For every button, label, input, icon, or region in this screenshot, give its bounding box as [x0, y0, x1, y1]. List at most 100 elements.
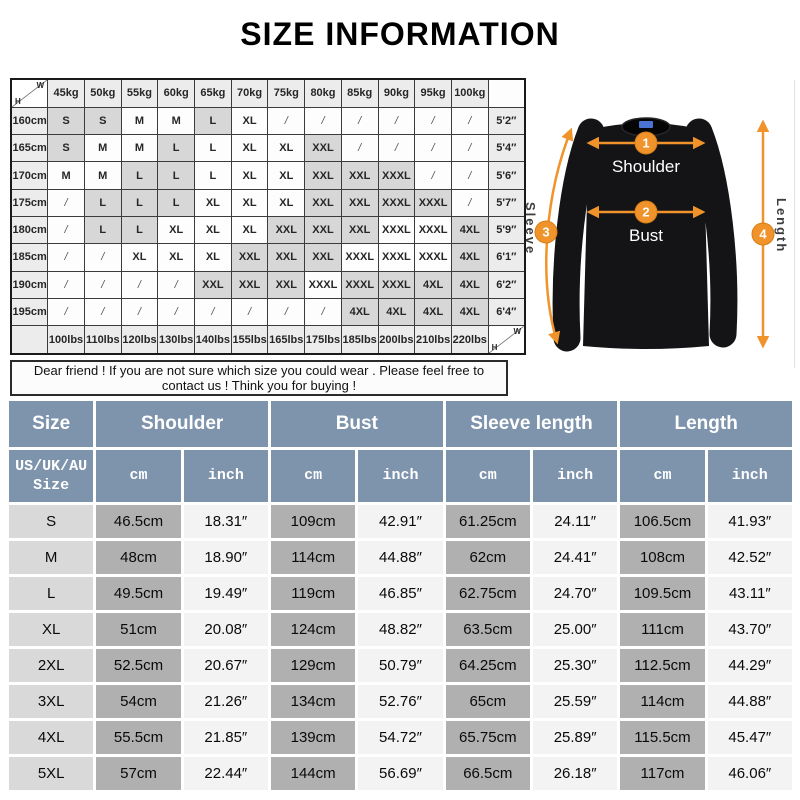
- matrix-weight-header: 75kg: [267, 78, 306, 108]
- unit-header-cm: cm: [620, 450, 705, 502]
- matrix-size-cell: L: [120, 161, 159, 190]
- corner-w-label: W: [513, 327, 521, 337]
- matrix-feet-label: 5'7″: [487, 188, 526, 217]
- measurement-cell: 115.5cm: [620, 721, 705, 754]
- measurement-cell: 54.72″: [358, 721, 443, 754]
- matrix-size-cell: XXXL: [377, 188, 416, 217]
- unit-header-cm: cm: [270, 450, 356, 502]
- measurement-cell: 24.70″: [532, 577, 618, 610]
- measurement-cell: 56.69″: [358, 757, 443, 790]
- measurement-cell: 119cm: [270, 577, 356, 610]
- matrix-row: 185cm / / XL XL XL XXL XXL XXL XXXL XXXL XXXL 4XL 6'1…: [10, 243, 526, 272]
- matrix-size-cell: /: [304, 106, 342, 136]
- measurement-cell: 43.11″: [707, 577, 792, 610]
- matrix-size-cell: /: [450, 106, 489, 136]
- matrix-size-cell: /: [377, 134, 416, 163]
- unit-header-inch: inch: [358, 450, 443, 502]
- matrix-size-cell: /: [83, 297, 122, 327]
- measurement-cell: 129cm: [270, 649, 356, 682]
- matrix-weight-header: 70kg: [230, 78, 269, 108]
- matrix-size-cell: L: [83, 188, 122, 217]
- length-label: Length: [774, 198, 789, 253]
- measurement-cell: 108cm: [620, 541, 705, 574]
- matrix-row: 195cm / / / / / / //4XL 4XL 4XL 4XL 6'4″: [10, 297, 526, 327]
- measurement-cell: 44.88″: [358, 541, 443, 574]
- matrix-size-cell: XXL: [304, 215, 342, 245]
- matrix-row: 165cm S M M L L XL XL XXL / / //5'4″: [10, 134, 526, 163]
- matrix-lbs-row: 100lbs 110lbs 120lbs 130lbs 140lbs 155lbs 165l…: [10, 325, 526, 355]
- matrix-row: 160cm S S M M L XL / / / / //5'2″: [10, 106, 526, 136]
- matrix-weight-header: 45kg: [47, 78, 85, 108]
- matrix-size-cell: XXXL: [377, 215, 416, 245]
- measurement-diagram: 1 2 3 4 Shoulder Bust Sleeve Length: [523, 80, 795, 368]
- length-badge: [751, 222, 775, 246]
- size-cell: M: [9, 541, 94, 574]
- matrix-size-cell: M: [83, 161, 122, 190]
- matrix-lbs-label: 155lbs: [230, 325, 269, 355]
- matrix-feet-label: 5'2″: [487, 106, 526, 136]
- matrix-feet-label: 6'2″: [487, 270, 526, 299]
- matrix-height-label: 165cm: [10, 134, 49, 163]
- measurement-cell: 65cm: [445, 685, 530, 718]
- matrix-size-cell: /: [450, 188, 489, 217]
- matrix-size-cell: XL: [230, 215, 269, 245]
- sleeve-label: Sleeve: [525, 202, 538, 255]
- size-table-row: XL 51cm 20.08″ 124cm 48.82″ 63.5cm 25.00″ 111cm…: [9, 613, 792, 646]
- matrix-size-cell: 4XL: [340, 297, 379, 327]
- unit-header-size-system: US/UK/AU Size: [9, 450, 94, 502]
- measurement-cell: 63.5cm: [445, 613, 530, 646]
- measurement-cell: 62cm: [445, 541, 530, 574]
- measurement-cell: 46.5cm: [96, 505, 181, 538]
- matrix-lbs-blank-cell: [10, 325, 49, 355]
- measurement-cell: 49.5cm: [96, 577, 181, 610]
- matrix-size-cell: 4XL: [450, 270, 489, 299]
- measurement-cell: 24.41″: [532, 541, 618, 574]
- matrix-height-label: 160cm: [10, 106, 49, 136]
- matrix-size-cell: XL: [267, 161, 306, 190]
- measurement-cell: 41.93″: [707, 505, 792, 538]
- bust-badge: [634, 200, 658, 224]
- measurement-cell: 134cm: [270, 685, 356, 718]
- matrix-size-cell: XXXL: [340, 243, 379, 272]
- size-table-row: L 49.5cm 19.49″ 119cm 46.85″ 62.75cm 24.70″ 109…: [9, 577, 792, 610]
- group-header-shoulder: Shoulder: [96, 401, 268, 447]
- matrix-size-cell: XXL: [267, 215, 306, 245]
- matrix-size-cell: XL: [230, 188, 269, 217]
- size-cell: 5XL: [9, 757, 94, 790]
- unit-header-cm: cm: [96, 450, 181, 502]
- measurement-cell: 48.82″: [358, 613, 443, 646]
- matrix-size-cell: XXL: [230, 270, 269, 299]
- matrix-header-row: W H 45kg 50kg 55kg 60kg 65kg 70kg 75kg 80kg 85kg…: [10, 78, 526, 108]
- measurement-cell: 114cm: [270, 541, 356, 574]
- matrix-weight-header: 95kg: [414, 78, 452, 108]
- matrix-size-cell: M: [83, 134, 122, 163]
- measurement-cell: 25.59″: [532, 685, 618, 718]
- matrix-size-cell: L: [120, 215, 159, 245]
- matrix-size-cell: XXL: [340, 188, 379, 217]
- matrix-size-cell: /: [340, 106, 379, 136]
- matrix-size-cell: /: [267, 106, 306, 136]
- matrix-size-cell: M: [120, 134, 159, 163]
- measurement-cell: 20.08″: [183, 613, 268, 646]
- unit-header-inch: inch: [532, 450, 618, 502]
- measurement-cell: 106.5cm: [620, 505, 705, 538]
- measurement-cell: 64.25cm: [445, 649, 530, 682]
- group-header-row: Size Shoulder Bust Sleeve length Length: [9, 401, 792, 447]
- matrix-lbs-label: 110lbs: [83, 325, 122, 355]
- unit-header-inch: inch: [183, 450, 268, 502]
- matrix-size-cell: XXL: [304, 161, 342, 190]
- size-measurement-table: Size Shoulder Bust Sleeve length Length …: [6, 398, 795, 793]
- matrix-size-cell: L: [194, 134, 232, 163]
- measurement-cell: 109cm: [270, 505, 356, 538]
- matrix-size-cell: /: [120, 270, 159, 299]
- matrix-lbs-label: 175lbs: [304, 325, 342, 355]
- matrix-size-cell: XL: [230, 161, 269, 190]
- matrix-row: 180cm / L L XL XL XL XXL XXL XXL XXXL XXXL 4XL 5'9″: [10, 215, 526, 245]
- matrix-size-cell: XL: [230, 106, 269, 136]
- matrix-lbs-label: 210lbs: [414, 325, 452, 355]
- corner-w-label: W: [36, 81, 45, 90]
- matrix-weight-header: 50kg: [83, 78, 122, 108]
- matrix-size-cell: 4XL: [450, 243, 489, 272]
- shoulder-badge-number: 1: [642, 136, 649, 151]
- matrix-size-cell: L: [157, 161, 196, 190]
